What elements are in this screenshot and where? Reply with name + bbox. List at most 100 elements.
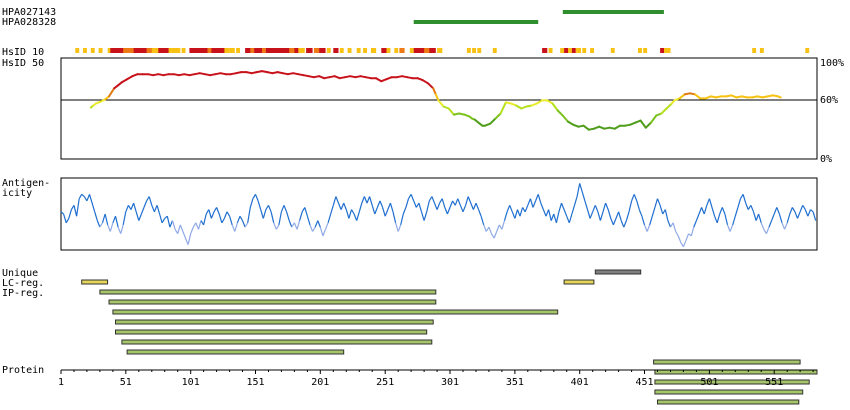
antigenicity-segment: [695, 213, 700, 221]
antigenicity-segment: [698, 207, 703, 215]
antigenicity-segment: [496, 224, 500, 232]
antigenicity-segment: [120, 224, 124, 234]
antigenicity-segment: [462, 205, 467, 213]
hsid10-segment: [472, 48, 476, 53]
antigenicity-segment: [734, 207, 739, 217]
antigenicity-segment: [483, 224, 487, 232]
hsid10-segment: [492, 48, 497, 53]
hsid10-segment: [582, 48, 587, 53]
identity-segment: [639, 119, 647, 129]
antigenicity-segment: [387, 202, 391, 210]
antigenicity-segment: [607, 209, 612, 219]
antigenicity-segment: [581, 191, 586, 202]
antigenicity-segment: [449, 200, 454, 208]
antigenicity-segment: [125, 205, 129, 213]
antigenicity-segment: [503, 211, 508, 221]
antigenicity-segment: [804, 209, 809, 217]
hsid10-segment: [146, 48, 154, 53]
antigenicity-segment: [605, 202, 609, 210]
axis-tick-label: 301: [441, 377, 459, 388]
hsid10-segment: [319, 48, 326, 53]
antigenicity-segment: [807, 209, 812, 217]
antigenicity-segment: [436, 202, 441, 210]
antigenicity-segment: [363, 196, 368, 204]
antigenicity-segment: [371, 205, 376, 215]
antigenicity-segment: [187, 233, 192, 245]
antigenicity-segment: [799, 205, 804, 213]
identity-segment: [650, 114, 658, 124]
hsid10-segment: [189, 48, 209, 53]
identity-segment: [432, 87, 437, 96]
hsid10-segment: [571, 48, 576, 53]
antigenicity-segment: [402, 207, 407, 215]
antigenicity-segment: [571, 205, 576, 215]
hsid10-segment: [413, 48, 426, 53]
identity-segment: [613, 124, 621, 130]
antigenicity-segment: [301, 207, 306, 213]
antigenicity-segment: [171, 220, 176, 230]
ip-region-bar: [112, 309, 559, 315]
antigenicity-segment: [501, 220, 506, 230]
hsid10-segment: [250, 48, 256, 53]
antigenicity-segment: [379, 200, 384, 208]
axis-tick-label: 1: [58, 377, 64, 388]
antigenicity-segment: [169, 220, 174, 228]
antigenicity-segment: [446, 207, 451, 215]
ip-region-bar: [126, 349, 345, 355]
antigenicity-segment: [633, 194, 638, 202]
antigenicity-segment: [594, 205, 599, 213]
identity-segment: [434, 93, 440, 102]
antigenicity-segment: [747, 204, 752, 210]
antigenicity-segment: [407, 193, 412, 200]
antigenicity-segment: [732, 216, 736, 226]
identity-segment: [535, 99, 544, 105]
hsid10-segment: [298, 48, 305, 53]
hsid10-segment: [207, 48, 213, 53]
antigenicity-segment: [618, 211, 622, 221]
antigenicity-segment: [291, 222, 295, 228]
antigenicity-segment: [244, 222, 249, 228]
hsid10-track: [75, 48, 810, 53]
antigenicity-label-line1: Antigen-: [2, 178, 50, 189]
antigenicity-segment: [127, 204, 132, 210]
antigenicity-plot-frame: [60, 177, 818, 251]
antigenicity-segment: [742, 194, 747, 204]
hsid10-segment: [575, 48, 581, 53]
ip-region-bar: [115, 329, 428, 335]
axis-tick-label: 401: [571, 377, 589, 388]
antigenicity-segment: [330, 205, 334, 215]
antigenicity-segment: [415, 202, 420, 208]
antigenicity-segment: [667, 220, 672, 228]
antigenicity-segment: [535, 194, 539, 202]
antigenicity-segment: [791, 207, 796, 213]
antigenicity-segment: [693, 220, 697, 228]
antibody-bar-2: [413, 20, 539, 24]
hsid10-segment: [306, 48, 313, 53]
hsid10-segment: [245, 48, 252, 53]
hsid10-segment: [386, 48, 391, 53]
antigenicity-segment: [166, 216, 171, 228]
protein-axis-ticks: 1 51 101 151 201 251 301 351 401 451 501 551: [58, 370, 814, 388]
identity-segment: [678, 93, 686, 100]
antigenicity-segment: [280, 205, 285, 213]
hsid10-segment: [590, 48, 594, 53]
antigenicity-segment: [576, 183, 581, 197]
ip-region-bar: [657, 399, 800, 405]
hsid10-segment: [466, 48, 471, 53]
antigenicity-segment: [86, 194, 91, 202]
antigenicity-segment: [400, 213, 404, 226]
antigenicity-segment: [389, 202, 394, 212]
antigenicity-segment: [625, 211, 630, 221]
hsid10-segment: [347, 48, 352, 53]
unique-region-bar: [594, 269, 642, 275]
antigenicity-segment: [337, 202, 342, 210]
hsid10-label: HsID 10: [2, 47, 44, 58]
hsid10-segment: [638, 48, 642, 53]
antigenicity-segment: [714, 215, 718, 224]
antigenicity-segment: [283, 205, 288, 213]
antigenicity-segment: [60, 211, 64, 215]
hsid10-segment: [564, 48, 570, 53]
hsid10-segment: [176, 48, 181, 53]
antigenicity-segment: [153, 205, 158, 213]
antigenicity-segment: [210, 211, 215, 219]
